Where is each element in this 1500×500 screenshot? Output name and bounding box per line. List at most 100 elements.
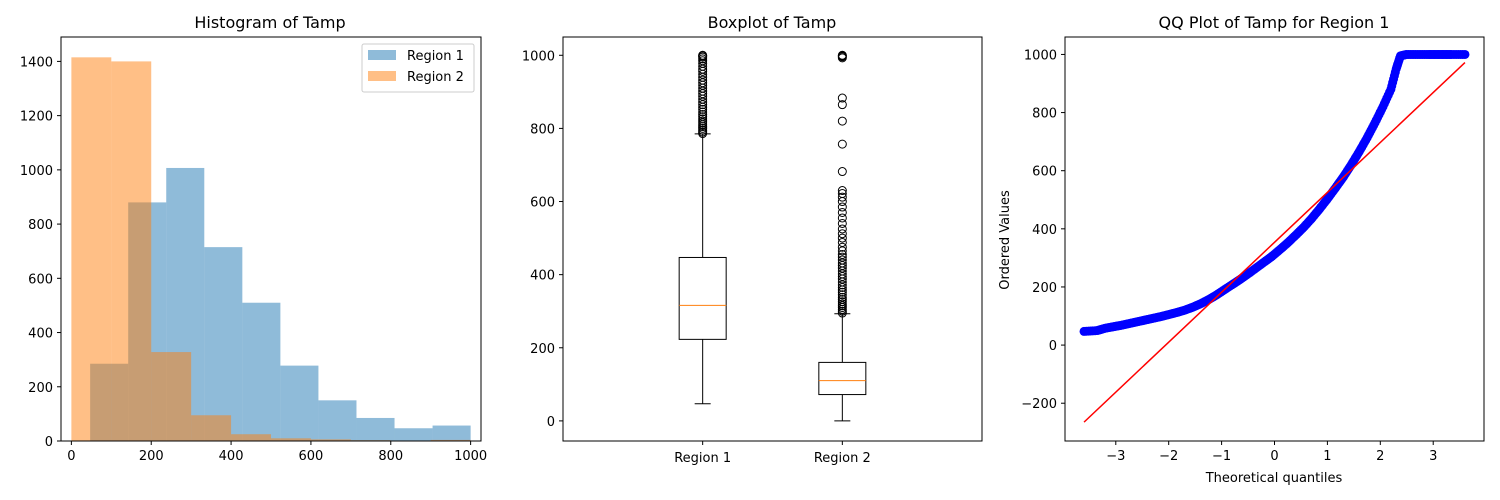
box-y-tick-label: 600 xyxy=(530,196,555,211)
box-outlier-region-2 xyxy=(837,255,847,265)
box-x-tick-label: Region 2 xyxy=(814,451,871,466)
box-outlier-region-1 xyxy=(698,116,708,126)
box-outlier-region-2 xyxy=(837,242,847,252)
box-outlier-region-2 xyxy=(837,229,847,239)
box-outlier-region-2 xyxy=(837,287,847,297)
box-outlier-region-2 xyxy=(837,252,847,262)
box-outlier-region-1 xyxy=(698,112,708,122)
qq-y-tick-label: 200 xyxy=(1032,281,1057,296)
box-outlier-region-1 xyxy=(698,104,708,114)
boxplot-panel: Boxplot of Tamp Region 1 Region 2 0 200 400 6… xyxy=(522,13,983,466)
hist-bar-region-1 xyxy=(242,302,281,441)
box-outlier-region-1 xyxy=(698,75,708,85)
hist-legend-label: Region 1 xyxy=(407,49,464,64)
hist-y-tick-label: 800 xyxy=(28,218,53,233)
hist-x-tick-label: 400 xyxy=(219,449,244,464)
hist-bar-region-1 xyxy=(280,365,319,441)
box-y-tick-label: 400 xyxy=(530,269,555,284)
qq-plot-panel: QQ Plot of Tamp for Region 1 Theoretical… xyxy=(998,13,1485,486)
box-y-tick-label: 0 xyxy=(547,415,555,430)
qq-y-tick-label: 800 xyxy=(1032,107,1057,122)
hist-axes-frame xyxy=(60,36,482,442)
box-outlier-region-2 xyxy=(837,202,847,212)
hist-x-tick-label: 0 xyxy=(67,449,75,464)
qq-x-tick-label: 1 xyxy=(1323,449,1331,464)
boxplot-title: Boxplot of Tamp xyxy=(708,13,837,32)
qq-y-tick-label: −200 xyxy=(1021,397,1057,412)
hist-legend: Region 1 Region 2 xyxy=(361,43,475,93)
hist-y-tick-label: 1200 xyxy=(20,110,53,125)
box-outlier-region-2 xyxy=(837,139,847,149)
box-outlier-region-2 xyxy=(837,292,847,302)
hist-bar-region-2 xyxy=(231,434,271,441)
hist-bar-region-1 xyxy=(318,400,357,441)
box-outlier-region-2 xyxy=(837,93,847,103)
histogram-panel: Histogram of Tamp 0 200 400 600 800 1000 0 200 4… xyxy=(20,13,487,464)
hist-y-tick-label: 400 xyxy=(28,327,53,342)
qq-plot-title: QQ Plot of Tamp for Region 1 xyxy=(1159,13,1390,32)
box-outlier-region-2 xyxy=(837,167,847,177)
hist-legend-label: Region 2 xyxy=(407,70,464,85)
hist-bar-region-1 xyxy=(432,425,471,441)
box-outlier-region-2 xyxy=(837,213,847,223)
box-outlier-region-2 xyxy=(837,299,847,309)
hist-y-tick-label: 1000 xyxy=(20,164,53,179)
box-outlier-region-1 xyxy=(698,110,708,120)
box-y-tick-label: 800 xyxy=(530,122,555,137)
box-outlier-region-1 xyxy=(698,107,708,117)
hist-bar-region-2 xyxy=(430,439,471,441)
hist-y-tick-label: 0 xyxy=(45,435,53,450)
hist-bar-region-2 xyxy=(151,352,192,441)
qq-x-tick-label: 2 xyxy=(1376,449,1384,464)
box-outlier-region-1 xyxy=(698,114,708,124)
box-outlier-region-2 xyxy=(837,50,847,60)
qq-fit-line xyxy=(1083,62,1466,423)
box-iqr-region-2 xyxy=(818,361,867,396)
box-outlier-region-2 xyxy=(837,188,847,198)
hist-x-tick-label: 1000 xyxy=(454,449,487,464)
qq-y-axis-label: Ordered Values xyxy=(998,190,1013,290)
box-outlier-region-2 xyxy=(837,116,847,126)
box-outlier-region-2 xyxy=(837,207,847,217)
box-x-tick-label: Region 1 xyxy=(674,451,731,466)
hist-bar-region-2 xyxy=(310,439,351,441)
hist-x-tick-label: 800 xyxy=(378,449,403,464)
hist-legend-swatch xyxy=(368,50,396,60)
box-y-tick-label: 200 xyxy=(530,342,555,357)
hist-y-tick-label: 200 xyxy=(28,381,53,396)
hist-y-tick-label: 600 xyxy=(28,272,53,287)
hist-bar-region-1 xyxy=(356,417,395,441)
box-outlier-region-1 xyxy=(698,61,708,71)
box-outlier-region-2 xyxy=(837,186,847,196)
qq-x-tick-label: 3 xyxy=(1429,449,1437,464)
hist-bar-region-1 xyxy=(204,247,243,441)
qq-x-tick-label: −2 xyxy=(1159,449,1178,464)
box-outlier-region-2 xyxy=(837,224,847,234)
hist-bar-region-2 xyxy=(271,438,311,441)
box-axes-frame xyxy=(562,36,983,442)
qq-x-tick-label: 0 xyxy=(1270,449,1278,464)
box-outlier-region-2 xyxy=(837,297,847,307)
qq-y-tick-label: 600 xyxy=(1032,165,1057,180)
box-outlier-region-2 xyxy=(837,233,847,243)
qq-y-tick-label: 400 xyxy=(1032,223,1057,238)
box-outlier-region-2 xyxy=(837,237,847,247)
box-y-tick-label: 1000 xyxy=(522,49,555,64)
hist-bar-region-2 xyxy=(111,61,152,442)
box-iqr-region-1 xyxy=(678,256,727,340)
qq-x-tick-label: −3 xyxy=(1106,449,1125,464)
qq-y-tick-label: 1000 xyxy=(1024,48,1057,63)
histogram-title: Histogram of Tamp xyxy=(194,13,345,32)
qq-x-axis-label: Theoretical quantiles xyxy=(1205,471,1343,486)
qq-x-tick-label: −1 xyxy=(1212,449,1231,464)
hist-y-tick-label: 1400 xyxy=(20,55,53,70)
box-outlier-region-2 xyxy=(837,100,847,110)
qq-y-tick-label: 0 xyxy=(1049,339,1057,354)
hist-bar-region-2 xyxy=(71,57,112,441)
hist-legend-swatch xyxy=(368,71,396,81)
box-outlier-region-1 xyxy=(698,50,708,60)
hist-bar-region-2 xyxy=(191,415,232,441)
box-outlier-region-2 xyxy=(837,295,847,305)
box-outlier-region-2 xyxy=(837,290,847,300)
